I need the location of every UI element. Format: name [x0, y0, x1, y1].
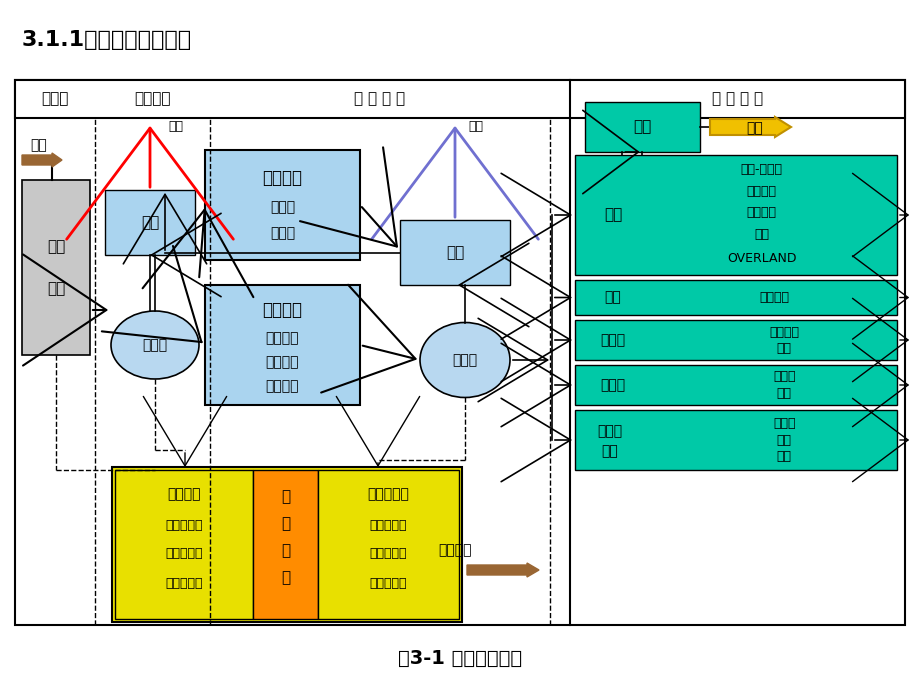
Text: 硝化-反硝化: 硝化-反硝化 [740, 163, 782, 176]
Text: 活性炭: 活性炭 [772, 370, 795, 383]
Text: 反渗透: 反渗透 [772, 417, 795, 430]
Text: 进水: 进水 [30, 138, 47, 152]
Bar [574, 320, 896, 360]
Text: 二 级 处 理: 二 级 处 理 [354, 92, 405, 106]
Text: 非生物处理: 非生物处理 [368, 487, 409, 501]
Text: 吹脱: 吹脱 [754, 228, 768, 241]
Bar [105, 190, 195, 255]
Text: 低效处理: 低效处理 [262, 168, 302, 186]
Text: 3.1.1废水处理系统简介: 3.1.1废水处理系统简介 [22, 30, 192, 50]
Text: 浓缩、消化: 浓缩、消化 [165, 519, 202, 531]
Text: OVERLAND: OVERLAND [726, 252, 796, 265]
Text: 消毒: 消毒 [141, 215, 159, 230]
Text: 理: 理 [280, 570, 289, 585]
Text: 预处理: 预处理 [41, 92, 69, 106]
Text: 消毒: 消毒 [632, 119, 651, 135]
Text: 高效处理: 高效处理 [262, 302, 302, 319]
Bar [22, 180, 90, 355]
Text: 一沉池: 一沉池 [142, 338, 167, 352]
Text: 出水: 出水 [168, 119, 183, 132]
Bar [15, 80, 904, 118]
Text: 沉砂: 沉砂 [47, 281, 65, 296]
Text: 处: 处 [280, 543, 289, 558]
Text: 脱水、过滤: 脱水、过滤 [369, 547, 407, 560]
Text: 消毒: 消毒 [446, 245, 463, 260]
Bar [584, 102, 699, 152]
Bar [115, 470, 253, 619]
Ellipse shape [111, 311, 199, 379]
Text: 活性污泥: 活性污泥 [266, 331, 299, 345]
Bar [205, 285, 359, 405]
Text: 蒸馏: 蒸馏 [776, 451, 791, 463]
Text: 折点氯化: 折点氯化 [746, 206, 776, 219]
Bar [574, 410, 896, 470]
Text: 泥: 泥 [280, 516, 289, 531]
Bar [574, 155, 896, 275]
Text: 固体: 固体 [601, 444, 618, 457]
Text: 图3-1 废水处理工艺: 图3-1 废水处理工艺 [398, 649, 521, 667]
Text: 污泥处置: 污泥处置 [437, 543, 471, 557]
Text: 离心、干化: 离心、干化 [165, 577, 202, 590]
FancyArrow shape [467, 563, 539, 577]
Text: 溶解性: 溶解性 [596, 424, 622, 438]
Text: 脱氮: 脱氮 [603, 208, 621, 222]
Bar [574, 365, 896, 405]
Text: 浓缩、调理: 浓缩、调理 [369, 519, 407, 531]
FancyArrow shape [709, 117, 790, 137]
Text: 一级处理: 一级处理 [134, 92, 171, 106]
Text: 有机物: 有机物 [600, 378, 625, 392]
Text: 生物滤池: 生物滤池 [266, 355, 299, 368]
Text: 除磷: 除磷 [604, 290, 620, 304]
Text: 三 级 处 理: 三 级 处 理 [711, 92, 762, 106]
Text: 出水: 出水 [468, 119, 482, 132]
Text: 稳定塘: 稳定塘 [269, 200, 295, 214]
Text: 离子交换: 离子交换 [746, 184, 776, 197]
Bar [574, 280, 896, 315]
Text: 出水: 出水 [746, 121, 763, 135]
Text: 生物处理: 生物处理 [167, 487, 200, 501]
Text: 污: 污 [280, 489, 289, 504]
FancyArrow shape [22, 153, 62, 167]
Bar [318, 470, 459, 619]
Text: 二沉池: 二沉池 [452, 353, 477, 367]
Text: 化学絮凝: 化学絮凝 [768, 326, 799, 339]
Text: 格栅: 格栅 [47, 239, 65, 254]
Ellipse shape [420, 322, 509, 397]
Text: 曝气塘: 曝气塘 [269, 226, 295, 241]
Text: 脱水、过滤: 脱水、过滤 [165, 547, 202, 560]
Text: 电解: 电解 [776, 433, 791, 446]
Bar [400, 220, 509, 285]
Bar [205, 150, 359, 260]
Text: 化学沉淀: 化学沉淀 [759, 291, 789, 304]
Bar [15, 80, 904, 625]
Text: 生物转盘: 生物转盘 [266, 379, 299, 393]
Text: 过滤: 过滤 [776, 342, 791, 355]
Bar [253, 470, 318, 619]
Bar [112, 467, 461, 622]
Text: 吸附: 吸附 [776, 387, 791, 400]
Text: 悬浮物: 悬浮物 [600, 333, 625, 347]
Text: 离心、焚烧: 离心、焚烧 [369, 577, 407, 590]
